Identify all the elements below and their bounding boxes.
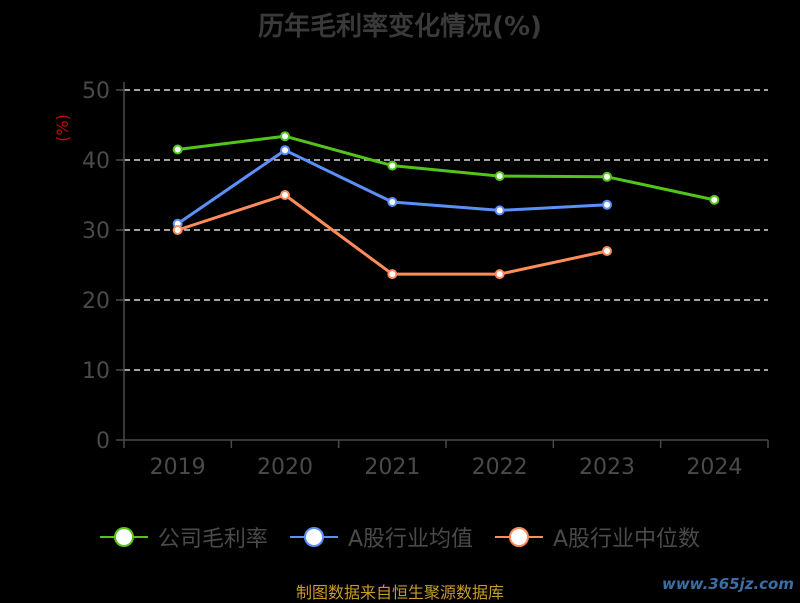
data-point — [172, 225, 183, 235]
data-point — [387, 269, 398, 280]
watermark: www.365jz.com — [661, 575, 794, 593]
data-point — [494, 205, 505, 216]
legend-swatch — [99, 522, 148, 552]
y-tick-label: 40 — [82, 149, 110, 174]
x-tick-label: 2024 — [686, 455, 742, 480]
data-point — [387, 197, 398, 207]
data-point — [602, 171, 612, 182]
data-point — [494, 171, 505, 182]
y-tick-label: 10 — [82, 359, 110, 384]
y-tick-label: 0 — [96, 429, 110, 454]
source-note: 制图数据来自恒生聚源数据库 — [295, 583, 504, 602]
x-tick-label: 2020 — [257, 455, 313, 480]
data-point — [709, 194, 720, 205]
y-tick-label: 30 — [82, 219, 110, 244]
legend-label: A股行业中位数 — [553, 527, 701, 552]
legend-swatch — [495, 522, 543, 552]
axes: 0 10 20 30 40 50 2019 2020 2021 2022 2023 2024 — [82, 79, 769, 480]
legend: 公司毛利率 A股行业均值 A股行业中位数 — [0, 520, 800, 554]
y-tick-label: 50 — [82, 79, 110, 104]
data-point — [602, 246, 612, 256]
x-tick-label: 2023 — [579, 455, 635, 480]
x-tick-label: 2019 — [150, 455, 206, 480]
data-point — [602, 199, 612, 210]
data-point — [494, 269, 505, 280]
data-point — [172, 144, 183, 155]
data-point — [280, 145, 290, 156]
legend-label: A股行业均值 — [347, 527, 473, 552]
legend-item[interactable]: 公司毛利率 — [99, 521, 268, 553]
legend-label: 公司毛利率 — [157, 527, 268, 552]
x-tick-label: 2022 — [472, 455, 528, 480]
legend-swatch — [289, 522, 338, 552]
series-points — [172, 131, 720, 280]
x-tick-label: 2021 — [364, 455, 420, 480]
data-point — [387, 160, 398, 171]
y-axis-unit-label: (%) — [53, 114, 72, 142]
grid-lines — [124, 89, 768, 371]
y-tick-label: 20 — [82, 289, 110, 314]
series-line-0 — [176, 134, 716, 202]
data-point — [280, 190, 290, 200]
legend-item[interactable]: A股行业中位数 — [495, 521, 700, 553]
data-point — [280, 131, 290, 142]
chart-title: 历年毛利率变化情况(%) — [258, 12, 542, 42]
legend-item[interactable]: A股行业均值 — [289, 521, 473, 553]
series-lines — [176, 134, 716, 276]
